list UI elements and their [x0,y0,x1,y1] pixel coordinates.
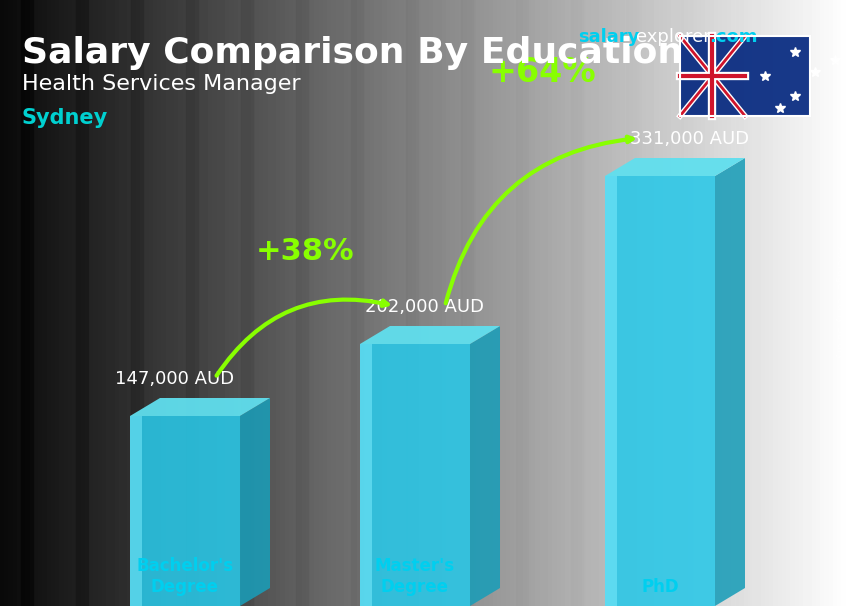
Text: Average Yearly Salary: Average Yearly Salary [835,247,845,359]
Text: 202,000 AUD: 202,000 AUD [366,298,484,316]
Polygon shape [360,344,470,606]
Polygon shape [360,344,372,606]
Polygon shape [130,398,270,416]
Text: Master's
Degree: Master's Degree [375,557,455,596]
Polygon shape [605,158,745,176]
Text: 147,000 AUD: 147,000 AUD [116,370,235,388]
Text: explorer: explorer [636,28,711,46]
Polygon shape [130,416,240,606]
Text: +64%: +64% [489,56,597,90]
Text: .com: .com [709,28,757,46]
Polygon shape [715,158,745,606]
Polygon shape [605,176,617,606]
Text: Sydney: Sydney [22,108,108,128]
Text: Salary Comparison By Education: Salary Comparison By Education [22,36,683,70]
Polygon shape [130,416,142,606]
Text: salary: salary [578,28,639,46]
Text: Health Services Manager: Health Services Manager [22,74,301,94]
Polygon shape [240,398,270,606]
Polygon shape [470,326,500,606]
Polygon shape [605,176,715,606]
Text: PhD: PhD [641,578,679,596]
Text: Bachelor's
Degree: Bachelor's Degree [137,557,234,596]
Bar [680,36,810,116]
Polygon shape [360,326,500,344]
Bar [680,36,810,116]
Text: +38%: +38% [256,236,354,265]
Text: 331,000 AUD: 331,000 AUD [631,130,750,148]
